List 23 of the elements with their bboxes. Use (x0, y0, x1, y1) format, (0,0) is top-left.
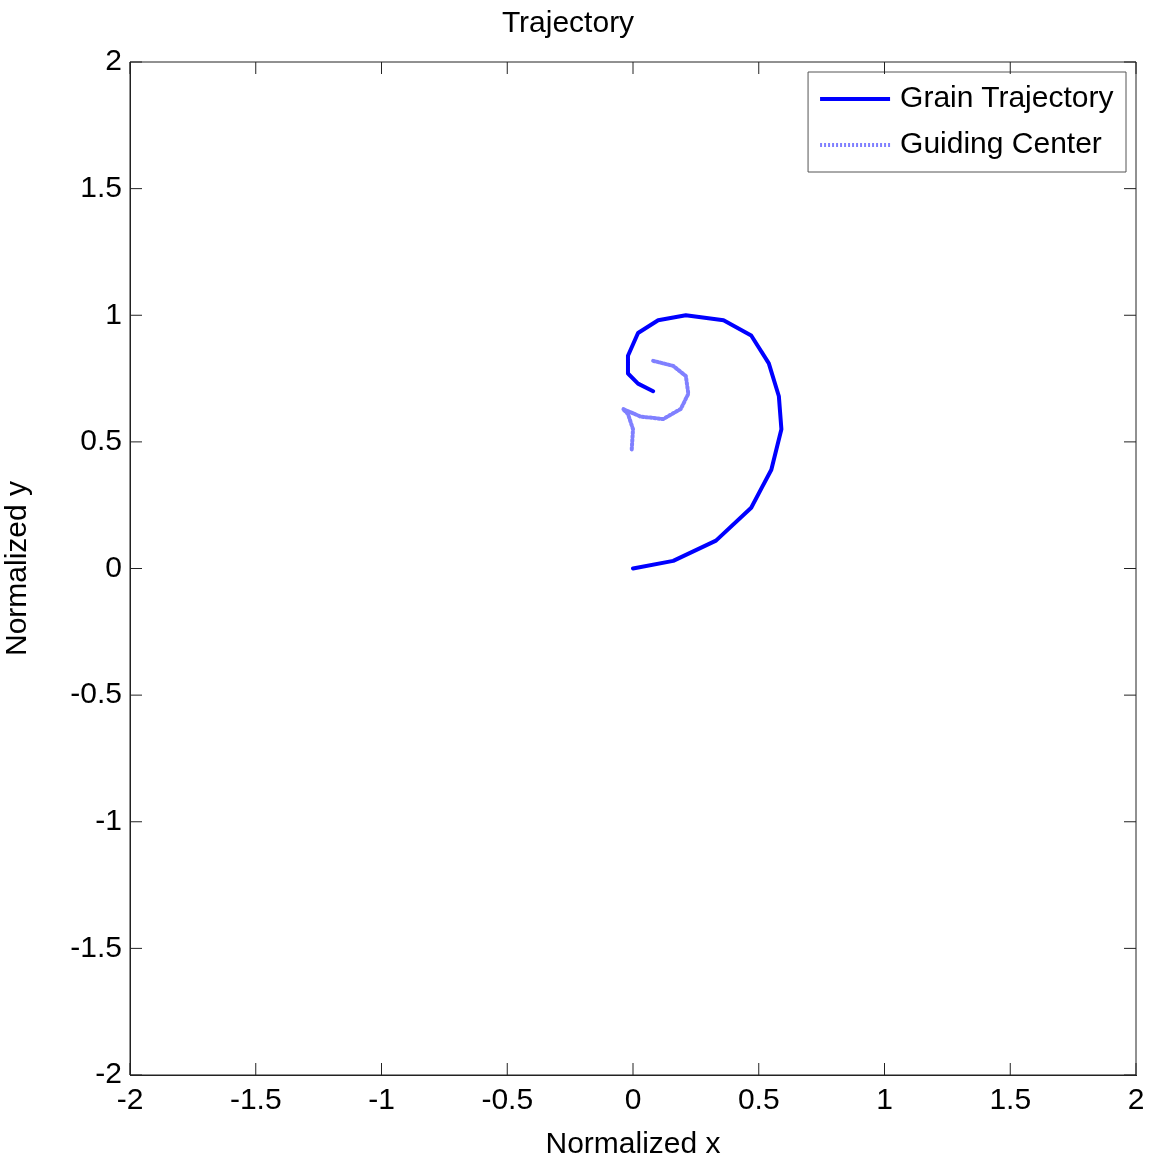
x-tick-label: -1 (368, 1082, 395, 1116)
y-tick-label: 0 (105, 549, 122, 583)
y-tick-label: 0.5 (80, 423, 122, 457)
x-tick-label: 0 (624, 1082, 642, 1116)
x-tick-label: -0.5 (481, 1082, 534, 1116)
x-tick-label: -1.5 (229, 1082, 282, 1116)
y-tick-label: -1 (95, 803, 122, 837)
y-tick-label: 1 (105, 296, 122, 330)
x-tick-label: 2 (1127, 1082, 1145, 1116)
x-tick-label: 1.5 (989, 1082, 1032, 1116)
y-axis-title: Normalized y (0, 480, 33, 657)
y-tick-label: -1.5 (70, 929, 122, 963)
y-tick-label: 1.5 (80, 169, 122, 203)
x-tick-label: 0.5 (737, 1082, 780, 1116)
y-tick-label: 2 (105, 43, 122, 77)
legend-label: Grain Trajectory (900, 80, 1114, 114)
x-axis-title: Normalized x (545, 1126, 721, 1160)
legend-label: Guiding Center (900, 126, 1102, 160)
line-series (620, 358, 691, 452)
x-tick-label: 1 (876, 1082, 893, 1116)
y-tick-label: -0.5 (70, 676, 122, 710)
chart-title: Trajectory (501, 5, 635, 39)
y-tick-label: -2 (95, 1056, 122, 1090)
